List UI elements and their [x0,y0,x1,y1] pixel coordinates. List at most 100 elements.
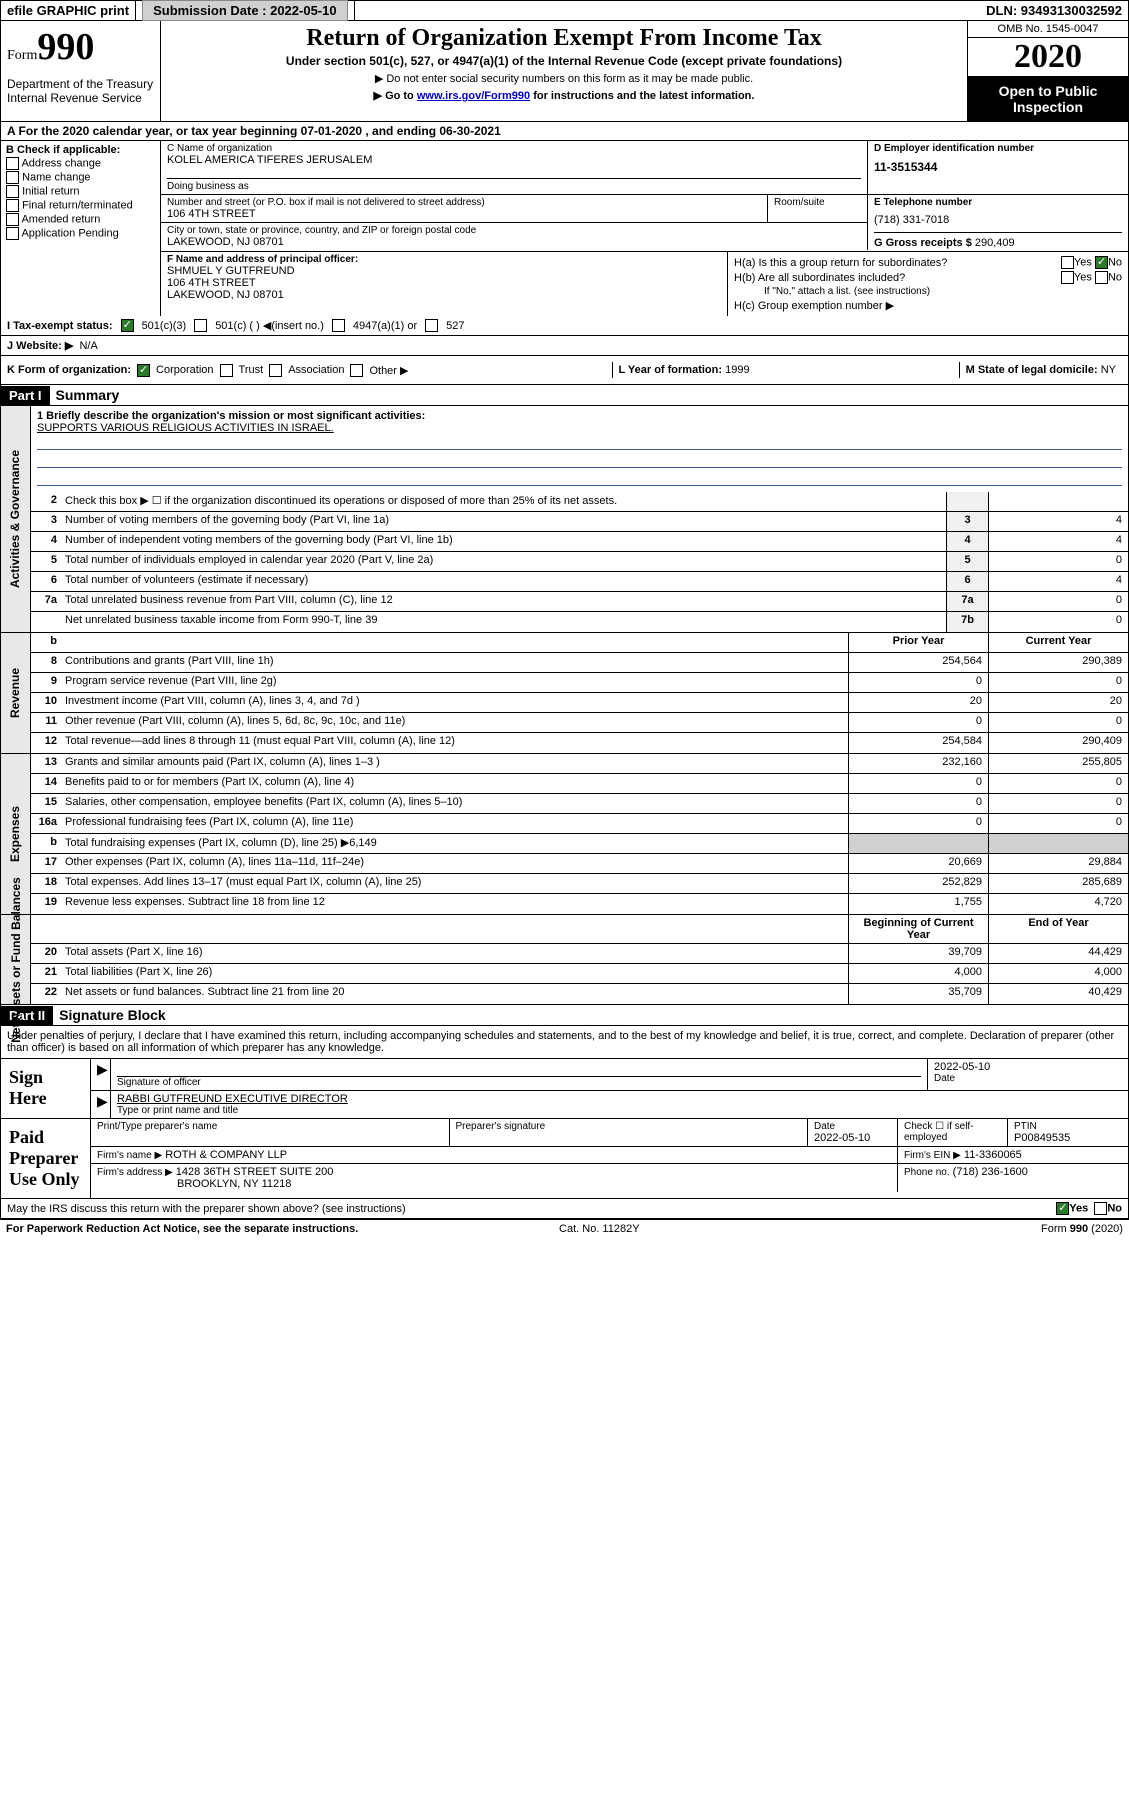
line-num: 19 [31,894,61,914]
line-num: 20 [31,944,61,963]
line-value: 0 [988,592,1128,611]
line-num: 11 [31,713,61,732]
current-year-value: 255,805 [988,754,1128,773]
prior-year-value: 0 [848,713,988,732]
line-value: 4 [988,572,1128,591]
form-title: Return of Organization Exempt From Incom… [167,25,961,52]
check-501c[interactable] [194,319,207,332]
check-application-pending[interactable] [6,227,19,240]
line-num: 14 [31,774,61,793]
line-value: 0 [988,552,1128,571]
room-label: Room/suite [774,197,861,208]
line-num: b [31,834,61,853]
col-b-checkboxes: B Check if applicable: Address change Na… [1,141,161,316]
line-text: Contributions and grants (Part VIII, lin… [61,653,848,672]
self-employed-check[interactable]: Check ☐ if self-employed [904,1121,1001,1143]
line-ref: 6 [946,572,988,591]
form-number: Form990 [7,25,154,69]
check-501c3[interactable] [121,319,134,332]
line-value: 0 [988,612,1128,632]
line-num: 4 [31,532,61,551]
discuss-yes[interactable] [1056,1202,1069,1215]
line-text: Total expenses. Add lines 13–17 (must eq… [61,874,848,893]
line-text: Number of voting members of the governin… [61,512,946,531]
preparer-date: 2022-05-10 [814,1132,891,1144]
line-value: 4 [988,532,1128,551]
line-text: Other expenses (Part IX, column (A), lin… [61,854,848,873]
line-text: Benefits paid to or for members (Part IX… [61,774,848,793]
line-text: Other revenue (Part VIII, column (A), li… [61,713,848,732]
prior-year-value: 254,584 [848,733,988,753]
current-year-value: 290,389 [988,653,1128,672]
line-num [31,612,61,632]
check-final-return[interactable] [6,199,19,212]
check-initial-return[interactable] [6,185,19,198]
footer-form: Form 990 (2020) [1041,1223,1123,1235]
firm-ein: 11-3360065 [964,1149,1022,1161]
check-other[interactable] [350,364,363,377]
sign-here-label: Sign Here [1,1059,91,1118]
line-text: Number of independent voting members of … [61,532,946,551]
ha-no[interactable] [1095,256,1108,269]
org-name: KOLEL AMERICA TIFERES JERUSALEM [167,154,861,166]
line-num: 3 [31,512,61,531]
current-year-value: 0 [988,774,1128,793]
row-i-tax-status: I Tax-exempt status: 501(c)(3) 501(c) ( … [0,316,1129,336]
line-text: Total fundraising expenses (Part IX, col… [61,834,848,853]
check-4947[interactable] [332,319,345,332]
line-num: 22 [31,984,61,1004]
row-k-form-org: K Form of organization: Corporation Trus… [0,356,1129,385]
row-j-website: J Website: ▶ N/A [0,336,1129,356]
city-value: LAKEWOOD, NJ 08701 [167,236,861,248]
footer-catno: Cat. No. 11282Y [559,1223,640,1235]
discuss-no[interactable] [1094,1202,1107,1215]
current-year-value: 29,884 [988,854,1128,873]
current-year-value: 0 [988,713,1128,732]
officer-city: LAKEWOOD, NJ 08701 [167,289,721,301]
current-year-value: 44,429 [988,944,1128,963]
hb-no[interactable] [1095,271,1108,284]
submission-date-btn[interactable]: Submission Date : 2022-05-10 [142,0,348,21]
current-year-value: 4,000 [988,964,1128,983]
form-subtitle: Under section 501(c), 527, or 4947(a)(1)… [167,54,961,68]
sig-officer-label: Signature of officer [117,1077,921,1088]
prior-year-value: 20,669 [848,854,988,873]
typed-name-label: Type or print name and title [117,1105,1122,1116]
line-num: 6 [31,572,61,591]
check-corp[interactable] [137,364,150,377]
line-ref: 5 [946,552,988,571]
footer-paperwork: For Paperwork Reduction Act Notice, see … [6,1223,358,1235]
firm-phone: (718) 236-1600 [953,1166,1028,1178]
line-text: Total assets (Part X, line 16) [61,944,848,963]
line-text: Total number of individuals employed in … [61,552,946,571]
hb-yes[interactable] [1061,271,1074,284]
check-amended[interactable] [6,213,19,226]
check-name-change[interactable] [6,171,19,184]
check-trust[interactable] [220,364,233,377]
arrow-icon: ▶ [97,1061,108,1077]
prior-year-value: 35,709 [848,984,988,1004]
dept-label: Department of the Treasury Internal Reve… [7,77,154,105]
arrow-icon: ▶ [97,1093,108,1109]
check-527[interactable] [425,319,438,332]
line-ref: 7b [946,612,988,632]
topbar: efile GRAPHIC print Submission Date : 20… [0,0,1129,21]
line-text: Salaries, other compensation, employee b… [61,794,848,813]
line-ref: 7a [946,592,988,611]
irs-link[interactable]: www.irs.gov/Form990 [417,90,530,102]
line-text: Revenue less expenses. Subtract line 18 … [61,894,848,914]
line-num: 5 [31,552,61,571]
prior-year-value [848,834,988,853]
check-assoc[interactable] [269,364,282,377]
line-text: Total liabilities (Part X, line 26) [61,964,848,983]
prior-year-value: 39,709 [848,944,988,963]
officer-street: 106 4TH STREET [167,277,721,289]
line-text: Investment income (Part VIII, column (A)… [61,693,848,712]
prior-year-value: 252,829 [848,874,988,893]
check-address-change[interactable] [6,157,19,170]
current-year-value: 40,429 [988,984,1128,1004]
line-num: 12 [31,733,61,753]
year-formation: 1999 [725,364,749,376]
part1-title: Summary [50,385,126,405]
ha-yes[interactable] [1061,256,1074,269]
